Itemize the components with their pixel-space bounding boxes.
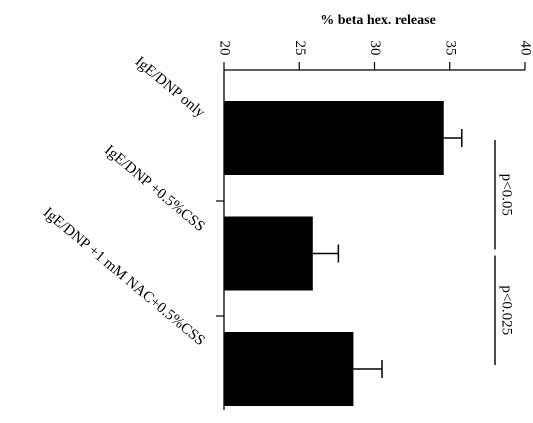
- significance-label: p<0.05: [499, 174, 515, 216]
- value-tick-label: 25: [292, 41, 308, 56]
- bar: [224, 101, 444, 175]
- annotations: p<0.05 p<0.025: [494, 140, 515, 365]
- bar: [224, 216, 313, 291]
- category-label: IgE/DNP +1 mM NAC+0.5%CSS: [40, 205, 208, 349]
- value-tick-label: 40: [518, 41, 533, 56]
- category-label: IgE/DNP +0.5%CSS: [101, 142, 207, 235]
- bar: [224, 332, 354, 406]
- bars: [224, 101, 463, 406]
- significance-label: p<0.025: [499, 285, 515, 335]
- value-tick-label: 20: [217, 41, 233, 56]
- value-tick-label: 30: [367, 41, 383, 56]
- value-tick-label: 35: [442, 41, 458, 56]
- chart-title: % beta hex. release: [320, 13, 436, 28]
- category-label: IgE/DNP only: [132, 54, 208, 122]
